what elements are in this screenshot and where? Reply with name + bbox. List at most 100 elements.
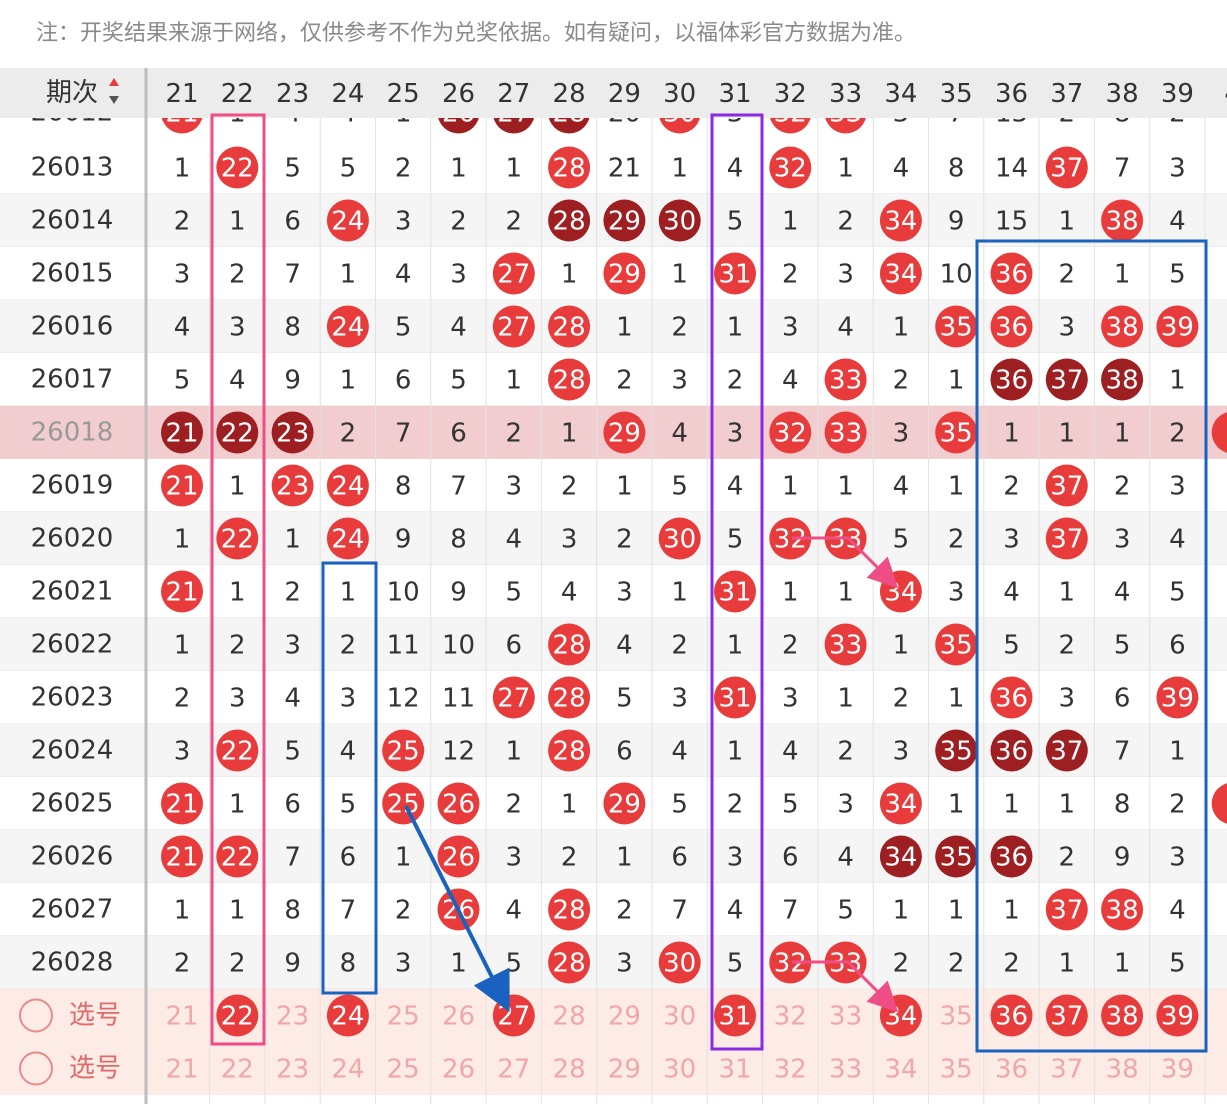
select-number-25[interactable]: 25 [387, 1055, 420, 1085]
select-number-34[interactable]: 34 [884, 1055, 917, 1085]
table-row[interactable]: 26016438245427281213413536338391 [0, 300, 1227, 354]
select-number-36[interactable]: 36 [995, 1055, 1028, 1085]
miss-count: 1 [671, 578, 688, 608]
period-number: 26026 [31, 842, 114, 872]
select-number-21[interactable]: 21 [165, 1002, 198, 1032]
miss-count: 4 [1169, 207, 1186, 237]
ball-22 [216, 517, 259, 560]
selected-ball-38[interactable] [1101, 994, 1144, 1037]
select-row[interactable]: 选号 21 22 23 24 25 26 27 28 29 30 31 32 33 34 35 36 37 38 39 [0, 989, 1227, 1042]
miss-count: 2 [948, 949, 965, 979]
selected-ball-37[interactable] [1045, 994, 1088, 1037]
ball-number: 34 [884, 790, 917, 820]
select-number-31[interactable]: 31 [718, 1055, 751, 1085]
miss-count: 3 [893, 99, 910, 129]
table-row[interactable]: 26020 1 22 1 24 9 8 4 3 2 30 5 32 33 5 2 3 37 3 4 [0, 512, 1227, 566]
select-number-32[interactable]: 32 [774, 1055, 807, 1085]
table-row[interactable]: 2602711872264282747511137384 [0, 883, 1227, 937]
select-number-33[interactable]: 33 [829, 1055, 862, 1085]
ball-21 [161, 464, 203, 507]
ball-31 [714, 252, 756, 295]
select-number-30[interactable]: 30 [663, 1055, 696, 1085]
select-number-23[interactable]: 23 [276, 1055, 309, 1085]
select-number-35[interactable]: 35 [940, 1055, 973, 1085]
table-row[interactable]: 26025 21 1 6 5 25 26 2 1 29 5 2 5 3 34 1 1 1 8 2 [0, 777, 1227, 831]
ball-24 [326, 464, 369, 507]
select-number-21[interactable]: 21 [165, 1055, 198, 1085]
select-number-26[interactable]: 26 [442, 1002, 475, 1032]
miss-count: 2 [561, 472, 578, 502]
selected-ball-22[interactable] [216, 994, 259, 1037]
table-row[interactable]: 26026 21 22 7 6 1 26 3 2 1 6 3 6 4 34 35 36 2 9 3 [0, 830, 1227, 884]
table-row: 260122114412627282030332333713282 [31, 99, 1186, 134]
table-row[interactable]: 26019 21 1 23 24 8 7 3 2 1 5 4 1 1 4 1 2 37 2 3 [0, 459, 1227, 513]
select-number-23[interactable]: 23 [276, 1002, 309, 1032]
ball-27 [492, 252, 535, 295]
select-number-35[interactable]: 35 [940, 1002, 973, 1032]
select-number-28[interactable]: 28 [553, 1055, 586, 1085]
miss-count: 14 [995, 154, 1028, 184]
selected-ball-31[interactable] [714, 994, 756, 1037]
ball-28 [548, 358, 591, 401]
ball-number: 34 [884, 207, 917, 237]
selected-ball-24[interactable] [326, 994, 369, 1037]
miss-count: 7 [340, 896, 357, 926]
radio-circle-icon[interactable] [19, 1051, 53, 1086]
miss-count: 13 [995, 99, 1028, 129]
ball-number: 28 [553, 99, 586, 129]
miss-count: 4 [671, 737, 688, 767]
ball-32 [769, 941, 812, 984]
select-number-37[interactable]: 37 [1050, 1055, 1083, 1085]
miss-count: 2 [506, 419, 523, 449]
miss-count: 1 [174, 154, 191, 184]
table-row[interactable]: 26024 3 22 5 4 25 12 1 28 6 4 1 4 2 3 35 36 37 7 1 [0, 724, 1227, 778]
period-header[interactable]: 期次 [46, 78, 98, 108]
table-row[interactable]: 26018 21 22 23 2 7 6 2 1 29 4 3 32 33 3 35 1 1 1 2 [0, 406, 1227, 460]
select-number-32[interactable]: 32 [774, 1002, 807, 1032]
select-number-39[interactable]: 39 [1161, 1055, 1194, 1085]
select-number-28[interactable]: 28 [553, 1002, 586, 1032]
period-number: 26023 [31, 683, 114, 713]
miss-count: 1 [1169, 366, 1186, 396]
miss-count: 1 [561, 260, 578, 290]
selected-ball-39[interactable] [1156, 994, 1199, 1037]
row-background [0, 459, 1227, 512]
selected-ball-36[interactable] [990, 994, 1033, 1037]
miss-count: 5 [1003, 631, 1020, 661]
table-row[interactable]: 26021 21 1 2 1 10 9 5 4 3 1 31 1 1 34 3 4 1 4 5 [0, 565, 1227, 619]
select-number-26[interactable]: 26 [442, 1055, 475, 1085]
miss-count: 5 [340, 790, 357, 820]
miss-count: 9 [284, 949, 301, 979]
miss-count: 1 [727, 737, 744, 767]
table-row[interactable]: 26022 1 2 3 2 11 10 6 28 4 2 1 2 33 1 35 5 2 5 6 [0, 618, 1227, 672]
table-row[interactable]: 26028 2 2 9 8 3 1 5 28 3 30 5 32 33 2 2 2 1 1 5 [0, 936, 1227, 990]
miss-count: 7 [284, 843, 301, 873]
ball-27 [493, 118, 535, 134]
table-row[interactable]: 26023 2 3 4 3 12 11 27 28 5 3 31 3 1 2 1 36 3 6 39 [0, 671, 1227, 725]
miss-count: 1 [340, 578, 357, 608]
select-number-33[interactable]: 33 [829, 1002, 862, 1032]
radio-circle-icon[interactable] [19, 998, 53, 1033]
select-number-29[interactable]: 29 [608, 1055, 641, 1085]
column-header-37: 37 [1050, 79, 1083, 109]
select-row[interactable]: 选号 21 22 23 24 25 26 27 28 29 30 31 32 33 34 35 36 37 38 39 [0, 1042, 1227, 1095]
select-number-38[interactable]: 38 [1106, 1055, 1139, 1085]
select-number-25[interactable]: 25 [387, 1002, 420, 1032]
select-number-24[interactable]: 24 [331, 1055, 364, 1085]
miss-count: 3 [1169, 154, 1186, 184]
miss-count: 1 [671, 260, 688, 290]
table-row[interactable]: 2601532714327129131233410362151 [0, 247, 1227, 301]
select-number-27[interactable]: 27 [497, 1055, 530, 1085]
table-row[interactable]: 26017 5 4 9 1 6 5 1 28 2 3 2 4 33 2 1 36 37 38 1 1 [0, 353, 1227, 407]
select-number-22[interactable]: 22 [221, 1055, 254, 1085]
table-row[interactable]: 2601312255211282114321481437731 [0, 141, 1227, 195]
miss-count: 4 [893, 472, 910, 502]
ball-36 [990, 729, 1033, 772]
table-row[interactable]: 26014 2 1 6 24 3 2 2 28 29 30 5 1 2 34 9 15 1 38 4 1 [0, 194, 1227, 248]
select-number-29[interactable]: 29 [608, 1002, 641, 1032]
miss-count: 3 [506, 472, 523, 502]
ball-number: 28 [553, 154, 586, 184]
miss-count: 1 [229, 578, 246, 608]
sort-icon[interactable] [109, 78, 119, 104]
select-number-30[interactable]: 30 [663, 1002, 696, 1032]
